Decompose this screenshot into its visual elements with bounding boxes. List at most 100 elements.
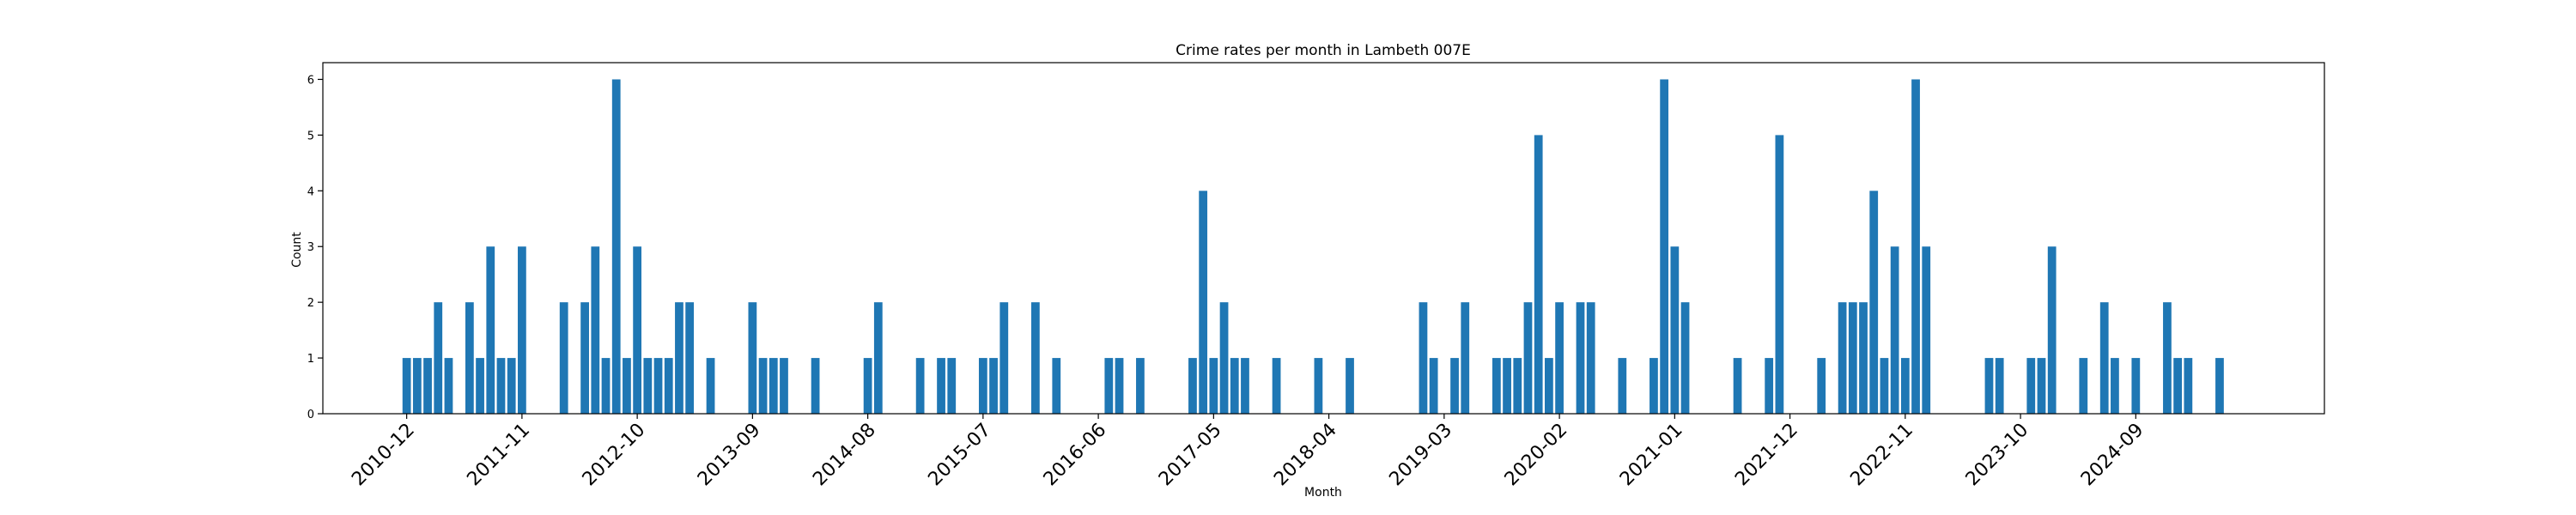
bar-2016-10 [1136, 358, 1145, 414]
bar-2013-11 [769, 358, 778, 414]
bar-2022-12 [1911, 79, 1920, 414]
x-tick-label: 2024-09 [2077, 420, 2148, 491]
bar-2025-05 [2215, 358, 2224, 414]
bar-2017-08 [1241, 358, 1249, 414]
bar-2021-10 [1765, 358, 1774, 414]
y-tick-label: 3 [307, 241, 314, 254]
bar-2015-04 [947, 358, 957, 414]
bar-2023-01 [1922, 246, 1931, 414]
bar-2011-10 [507, 358, 516, 414]
bar-2025-01 [2173, 358, 2183, 414]
y-axis-label: Count [290, 232, 304, 268]
bar-2022-05 [1838, 302, 1847, 414]
x-tick-label: 2020-02 [1501, 420, 1572, 491]
x-axis-label: Month [1304, 486, 1342, 500]
bar-2025-02 [2184, 358, 2193, 414]
bar-2011-03 [434, 302, 443, 414]
bar-2012-05 [580, 302, 589, 414]
x-tick-label: 2021-01 [1616, 420, 1687, 491]
x-axis: 2010-12 2011-11 2012-10 2013-09 2014-08 2015-… [348, 414, 2148, 490]
x-tick-label: 2013-09 [694, 420, 765, 491]
bar-2022-07 [1859, 302, 1868, 414]
y-tick-label: 1 [307, 353, 314, 366]
bar-2012-08 [611, 79, 621, 414]
bar-2013-09 [748, 302, 757, 414]
bar-2021-07 [1733, 358, 1742, 414]
bar-2011-07 [476, 358, 484, 414]
bar-2013-01 [664, 358, 673, 414]
bar-2014-08 [863, 358, 872, 414]
y-axis: 0 1 2 3 4 5 6 [307, 74, 323, 421]
bar-2024-04 [2079, 358, 2088, 414]
bar-2023-08 [1995, 358, 2004, 414]
x-tick-label: 2018-04 [1270, 420, 1341, 491]
bar-2011-08 [486, 246, 495, 414]
bar-2012-10 [633, 246, 642, 414]
bar-2024-06 [2099, 302, 2109, 414]
x-tick-label: 2021-12 [1731, 420, 1802, 491]
bar-2012-03 [559, 302, 568, 414]
bar-2019-08 [1492, 358, 1501, 414]
bar-2011-04 [444, 358, 453, 414]
y-tick-label: 4 [307, 185, 314, 198]
bar-2020-02 [1555, 302, 1564, 414]
bar-2018-03 [1314, 358, 1323, 414]
bar-2017-07 [1230, 358, 1239, 414]
bar-2012-07 [601, 358, 611, 414]
bar-2011-09 [496, 358, 506, 414]
bar-2024-07 [2111, 358, 2119, 414]
plot-frame [322, 62, 2325, 415]
bar-2022-09 [1880, 358, 1889, 414]
bar-2012-12 [653, 358, 663, 414]
y-tick-label: 0 [307, 409, 314, 421]
bar-2021-01 [1670, 246, 1680, 414]
bar-2022-03 [1817, 358, 1826, 414]
bar-2015-07 [978, 358, 987, 414]
bar-2020-11 [1649, 358, 1658, 414]
bar-2014-03 [811, 358, 820, 414]
y-tick-label: 5 [307, 130, 314, 142]
bar-2012-06 [591, 246, 600, 414]
bar-2011-11 [517, 246, 526, 414]
x-tick-label: 2011-11 [463, 420, 534, 491]
bar-2020-12 [1660, 79, 1669, 414]
bar-2020-04 [1576, 302, 1585, 414]
bar-2011-02 [423, 358, 432, 414]
bar-2014-09 [873, 302, 883, 414]
bar-2016-08 [1115, 358, 1124, 414]
bar-2013-03 [685, 302, 695, 414]
bar-2024-01 [2047, 246, 2057, 414]
x-tick-label: 2015-07 [924, 420, 995, 491]
bar-2011-01 [412, 358, 422, 414]
bar-2019-11 [1523, 302, 1533, 414]
bar-2019-09 [1503, 358, 1511, 414]
bar-2010-12 [402, 358, 411, 414]
bar-2024-09 [2131, 358, 2141, 414]
bar-2013-10 [758, 358, 768, 414]
x-tick-label: 2017-05 [1155, 420, 1226, 491]
bar-2023-12 [2037, 358, 2046, 414]
bar-2016-02 [1052, 358, 1061, 414]
x-tick-label: 2012-10 [579, 420, 650, 491]
bar-2021-02 [1680, 302, 1690, 414]
bar-2022-06 [1848, 302, 1857, 414]
bar-2018-06 [1346, 358, 1354, 414]
bar-2017-04 [1199, 191, 1208, 415]
bar-2019-10 [1513, 358, 1522, 414]
bar-2020-05 [1586, 302, 1595, 414]
bar-2019-02 [1429, 358, 1438, 414]
bar-2017-06 [1219, 302, 1229, 414]
bar-2015-12 [1031, 302, 1040, 414]
x-tick-label: 2019-03 [1385, 420, 1456, 491]
bar-2021-11 [1775, 135, 1784, 414]
bar-2015-08 [989, 358, 998, 414]
x-tick-label: 2010-12 [348, 420, 419, 491]
y-tick-label: 6 [307, 74, 314, 87]
bar-2017-05 [1209, 358, 1218, 414]
bar-2012-09 [623, 358, 631, 414]
bar-2012-11 [643, 358, 653, 414]
x-tick-label: 2022-11 [1846, 420, 1917, 491]
bar-2023-07 [1984, 358, 1994, 414]
bar-2013-02 [675, 302, 683, 414]
